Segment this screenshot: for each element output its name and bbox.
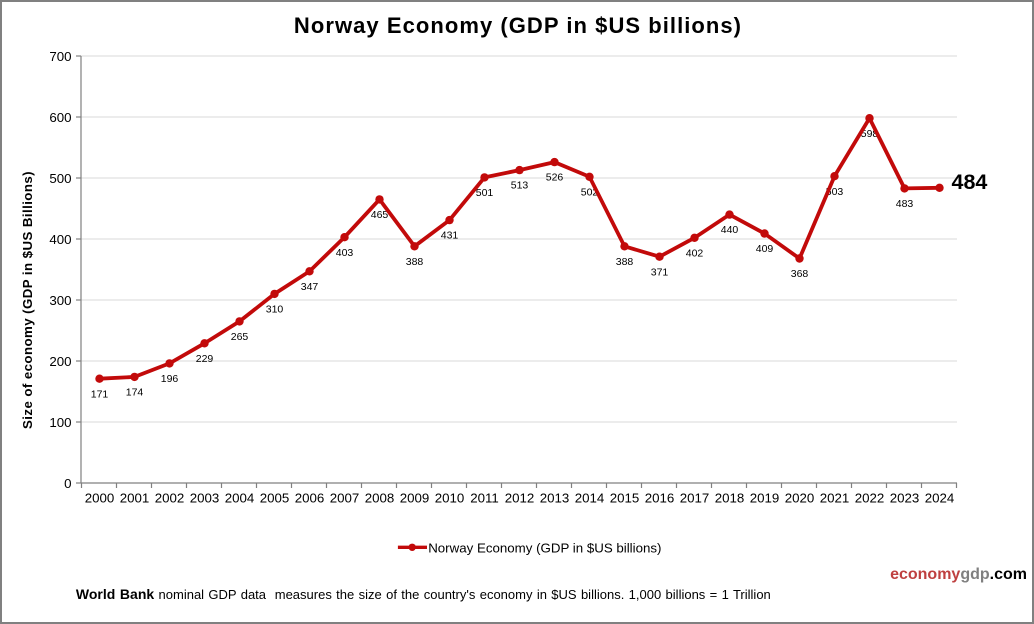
svg-text:500: 500 <box>49 171 71 186</box>
svg-text:2023: 2023 <box>890 491 920 506</box>
svg-text:2017: 2017 <box>680 491 710 506</box>
svg-text:310: 310 <box>266 304 284 316</box>
svg-text:2004: 2004 <box>225 491 255 506</box>
svg-text:388: 388 <box>406 256 424 268</box>
svg-text:2011: 2011 <box>470 491 499 506</box>
svg-text:229: 229 <box>196 353 214 365</box>
svg-text:2000: 2000 <box>85 491 115 506</box>
svg-text:2012: 2012 <box>505 491 535 506</box>
svg-text:2006: 2006 <box>295 491 325 506</box>
svg-text:484: 484 <box>952 170 988 194</box>
svg-text:174: 174 <box>126 387 144 399</box>
svg-text:Norway Economy (GDP in $US bil: Norway Economy (GDP in $US billions) <box>428 540 661 555</box>
svg-text:403: 403 <box>336 247 354 259</box>
svg-text:Size of economy (GDP in $US Bi: Size of economy (GDP in $US Billions) <box>20 171 35 429</box>
svg-text:347: 347 <box>301 281 319 293</box>
svg-text:2001: 2001 <box>120 491 150 506</box>
svg-text:2021: 2021 <box>820 491 850 506</box>
svg-text:368: 368 <box>791 268 809 280</box>
svg-text:388: 388 <box>616 256 634 268</box>
svg-text:World Bank nominal GDP data m: World Bank nominal GDP data measures the… <box>76 586 771 602</box>
svg-text:2016: 2016 <box>645 491 675 506</box>
svg-text:0: 0 <box>64 476 71 491</box>
svg-text:200: 200 <box>49 354 71 369</box>
svg-text:196: 196 <box>161 373 179 385</box>
svg-text:700: 700 <box>49 49 71 64</box>
svg-text:2013: 2013 <box>540 491 570 506</box>
svg-text:483: 483 <box>896 198 914 210</box>
svg-text:2005: 2005 <box>260 491 290 506</box>
svg-text:501: 501 <box>476 187 494 199</box>
svg-text:171: 171 <box>91 388 109 400</box>
svg-text:2007: 2007 <box>330 491 360 506</box>
svg-text:100: 100 <box>49 415 71 430</box>
svg-text:2008: 2008 <box>365 491 395 506</box>
svg-text:431: 431 <box>441 230 459 242</box>
svg-text:2022: 2022 <box>855 491 885 506</box>
svg-text:526: 526 <box>546 172 564 184</box>
svg-text:2010: 2010 <box>435 491 465 506</box>
svg-text:2003: 2003 <box>190 491 220 506</box>
svg-text:513: 513 <box>511 180 529 192</box>
svg-text:2015: 2015 <box>610 491 640 506</box>
svg-text:2002: 2002 <box>155 491 185 506</box>
svg-text:400: 400 <box>49 232 71 247</box>
svg-text:2014: 2014 <box>575 491 605 506</box>
svg-text:2009: 2009 <box>400 491 430 506</box>
svg-text:2019: 2019 <box>750 491 780 506</box>
svg-text:2024: 2024 <box>925 491 955 506</box>
svg-text:Norway Economy (GDP in $US bil: Norway Economy (GDP in $US billions) <box>294 13 742 38</box>
svg-text:2020: 2020 <box>785 491 815 506</box>
svg-text:2018: 2018 <box>715 491 745 506</box>
svg-text:465: 465 <box>371 209 389 221</box>
svg-text:409: 409 <box>756 243 774 255</box>
svg-text:600: 600 <box>49 110 71 125</box>
svg-text:440: 440 <box>721 224 739 236</box>
svg-text:402: 402 <box>686 247 704 259</box>
svg-text:265: 265 <box>231 331 249 343</box>
svg-text:371: 371 <box>651 266 669 278</box>
svg-text:300: 300 <box>49 293 71 308</box>
svg-text:economygdp.com: economygdp.com <box>890 566 1027 583</box>
